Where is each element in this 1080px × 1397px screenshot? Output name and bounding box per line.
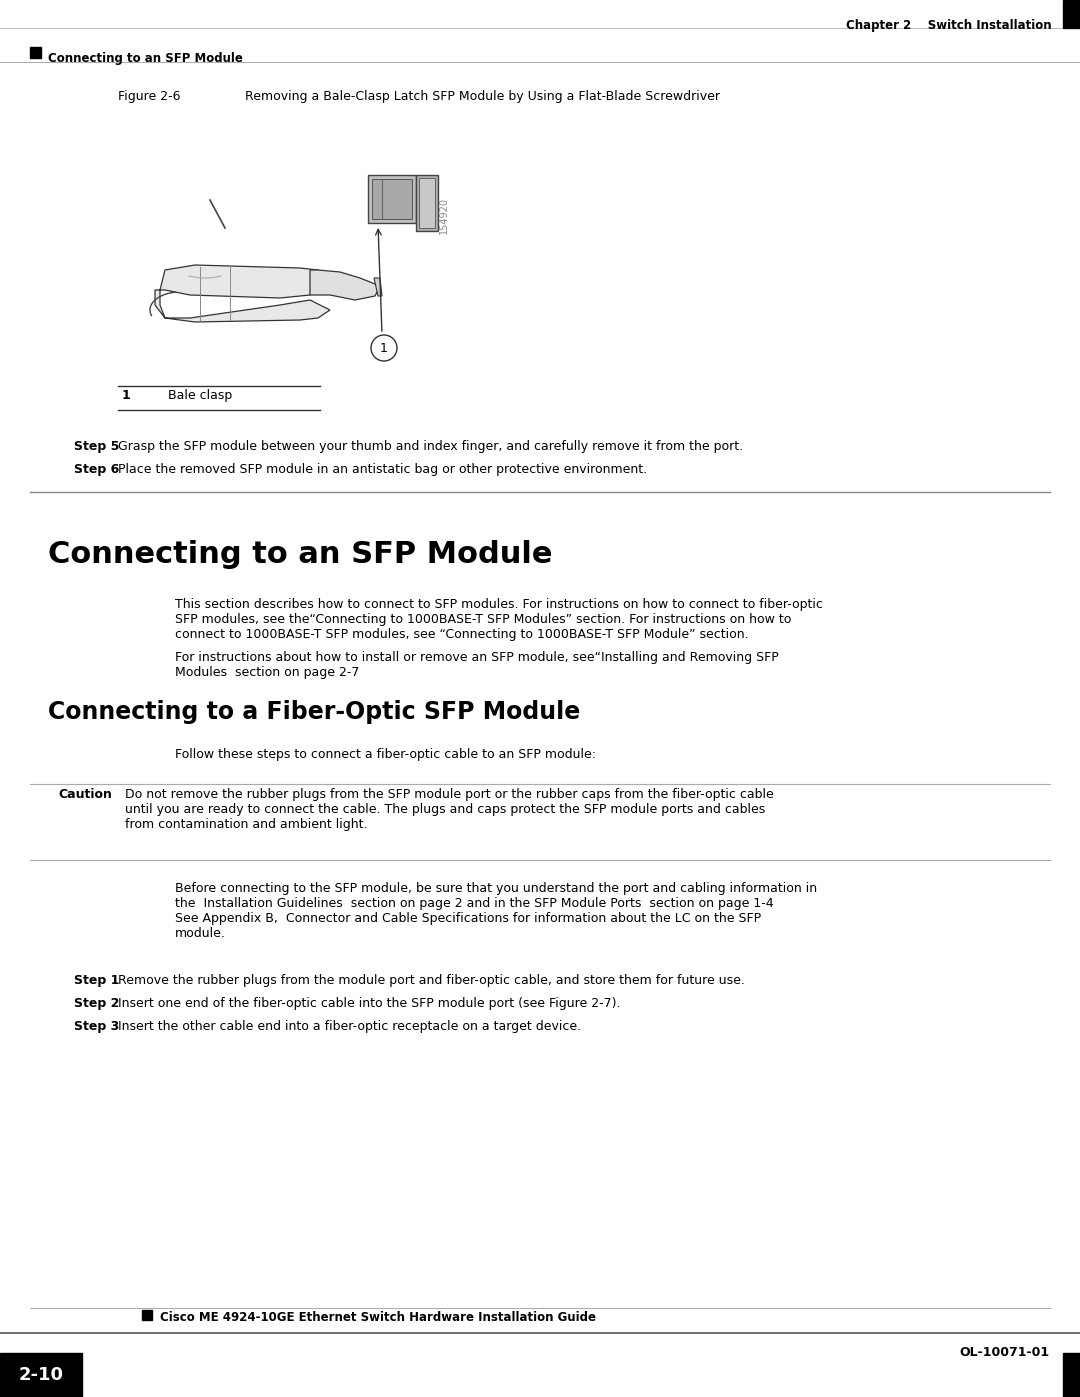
Text: Chapter 2    Switch Installation: Chapter 2 Switch Installation bbox=[847, 20, 1052, 32]
Bar bbox=[368, 175, 416, 224]
Text: For instructions about how to install or remove an SFP module, see“Installing an: For instructions about how to install or… bbox=[175, 651, 779, 664]
Text: 2-10: 2-10 bbox=[18, 1366, 64, 1384]
Bar bbox=[1063, 1354, 1080, 1397]
Text: This section describes how to connect to SFP modules. For instructions on how to: This section describes how to connect to… bbox=[175, 598, 823, 610]
Bar bbox=[30, 47, 41, 59]
Text: Figure 2-6: Figure 2-6 bbox=[118, 89, 180, 103]
Text: Bale clasp: Bale clasp bbox=[168, 388, 232, 402]
Bar bbox=[141, 1310, 152, 1320]
Bar bbox=[1063, 0, 1080, 28]
Text: See Appendix B,  Connector and Cable Specifications for information about the LC: See Appendix B, Connector and Cable Spec… bbox=[175, 912, 761, 925]
Circle shape bbox=[372, 335, 397, 360]
Text: Before connecting to the SFP module, be sure that you understand the port and ca: Before connecting to the SFP module, be … bbox=[175, 882, 818, 895]
Text: Caution: Caution bbox=[58, 788, 112, 800]
Text: Connecting to a Fiber-Optic SFP Module: Connecting to a Fiber-Optic SFP Module bbox=[48, 700, 580, 724]
Polygon shape bbox=[310, 270, 380, 300]
Text: module.: module. bbox=[175, 928, 226, 940]
Bar bbox=[416, 175, 438, 231]
Text: until you are ready to connect the cable. The plugs and caps protect the SFP mod: until you are ready to connect the cable… bbox=[125, 803, 766, 816]
Bar bbox=[0, 1354, 82, 1397]
Text: Cisco ME 4924-10GE Ethernet Switch Hardware Installation Guide: Cisco ME 4924-10GE Ethernet Switch Hardw… bbox=[160, 1310, 596, 1324]
Text: Connecting to an SFP Module: Connecting to an SFP Module bbox=[48, 541, 553, 569]
Bar bbox=[419, 177, 435, 228]
Text: Step 2: Step 2 bbox=[75, 997, 120, 1010]
Text: connect to 1000BASE-T SFP modules, see “Connecting to 1000BASE-T SFP Module” sec: connect to 1000BASE-T SFP modules, see “… bbox=[175, 629, 748, 641]
Text: Step 3: Step 3 bbox=[75, 1020, 119, 1032]
Text: Remove the rubber plugs from the module port and fiber-optic cable, and store th: Remove the rubber plugs from the module … bbox=[118, 974, 745, 988]
Text: 154920: 154920 bbox=[438, 197, 449, 233]
Text: Do not remove the rubber plugs from the SFP module port or the rubber caps from : Do not remove the rubber plugs from the … bbox=[125, 788, 773, 800]
Text: SFP modules, see the“Connecting to 1000BASE-T SFP Modules” section. For instruct: SFP modules, see the“Connecting to 1000B… bbox=[175, 613, 792, 626]
Text: Step 5: Step 5 bbox=[75, 440, 120, 453]
Text: Place the removed SFP module in an antistatic bag or other protective environmen: Place the removed SFP module in an antis… bbox=[118, 462, 647, 476]
Text: Insert the other cable end into a fiber-optic receptacle on a target device.: Insert the other cable end into a fiber-… bbox=[118, 1020, 581, 1032]
Text: 1: 1 bbox=[380, 341, 388, 355]
Text: Modules  section on page 2-7: Modules section on page 2-7 bbox=[175, 666, 360, 679]
Text: Insert one end of the fiber-optic cable into the SFP module port (see Figure 2-7: Insert one end of the fiber-optic cable … bbox=[118, 997, 621, 1010]
Text: Connecting to an SFP Module: Connecting to an SFP Module bbox=[48, 52, 243, 66]
Polygon shape bbox=[374, 278, 382, 296]
Text: the  Installation Guidelines  section on page 2 and in the SFP Module Ports  sec: the Installation Guidelines section on p… bbox=[175, 897, 773, 909]
Text: Grasp the SFP module between your thumb and index finger, and carefully remove i: Grasp the SFP module between your thumb … bbox=[118, 440, 743, 453]
Text: from contamination and ambient light.: from contamination and ambient light. bbox=[125, 819, 367, 831]
Text: Step 6: Step 6 bbox=[75, 462, 119, 476]
Bar bbox=[372, 179, 411, 219]
Text: OL-10071-01: OL-10071-01 bbox=[960, 1345, 1050, 1359]
Text: Follow these steps to connect a fiber-optic cable to an SFP module:: Follow these steps to connect a fiber-op… bbox=[175, 747, 596, 761]
Polygon shape bbox=[156, 265, 330, 321]
Text: Removing a Bale-Clasp Latch SFP Module by Using a Flat-Blade Screwdriver: Removing a Bale-Clasp Latch SFP Module b… bbox=[245, 89, 720, 103]
Text: 1: 1 bbox=[122, 388, 131, 402]
Text: Step 1: Step 1 bbox=[75, 974, 120, 988]
